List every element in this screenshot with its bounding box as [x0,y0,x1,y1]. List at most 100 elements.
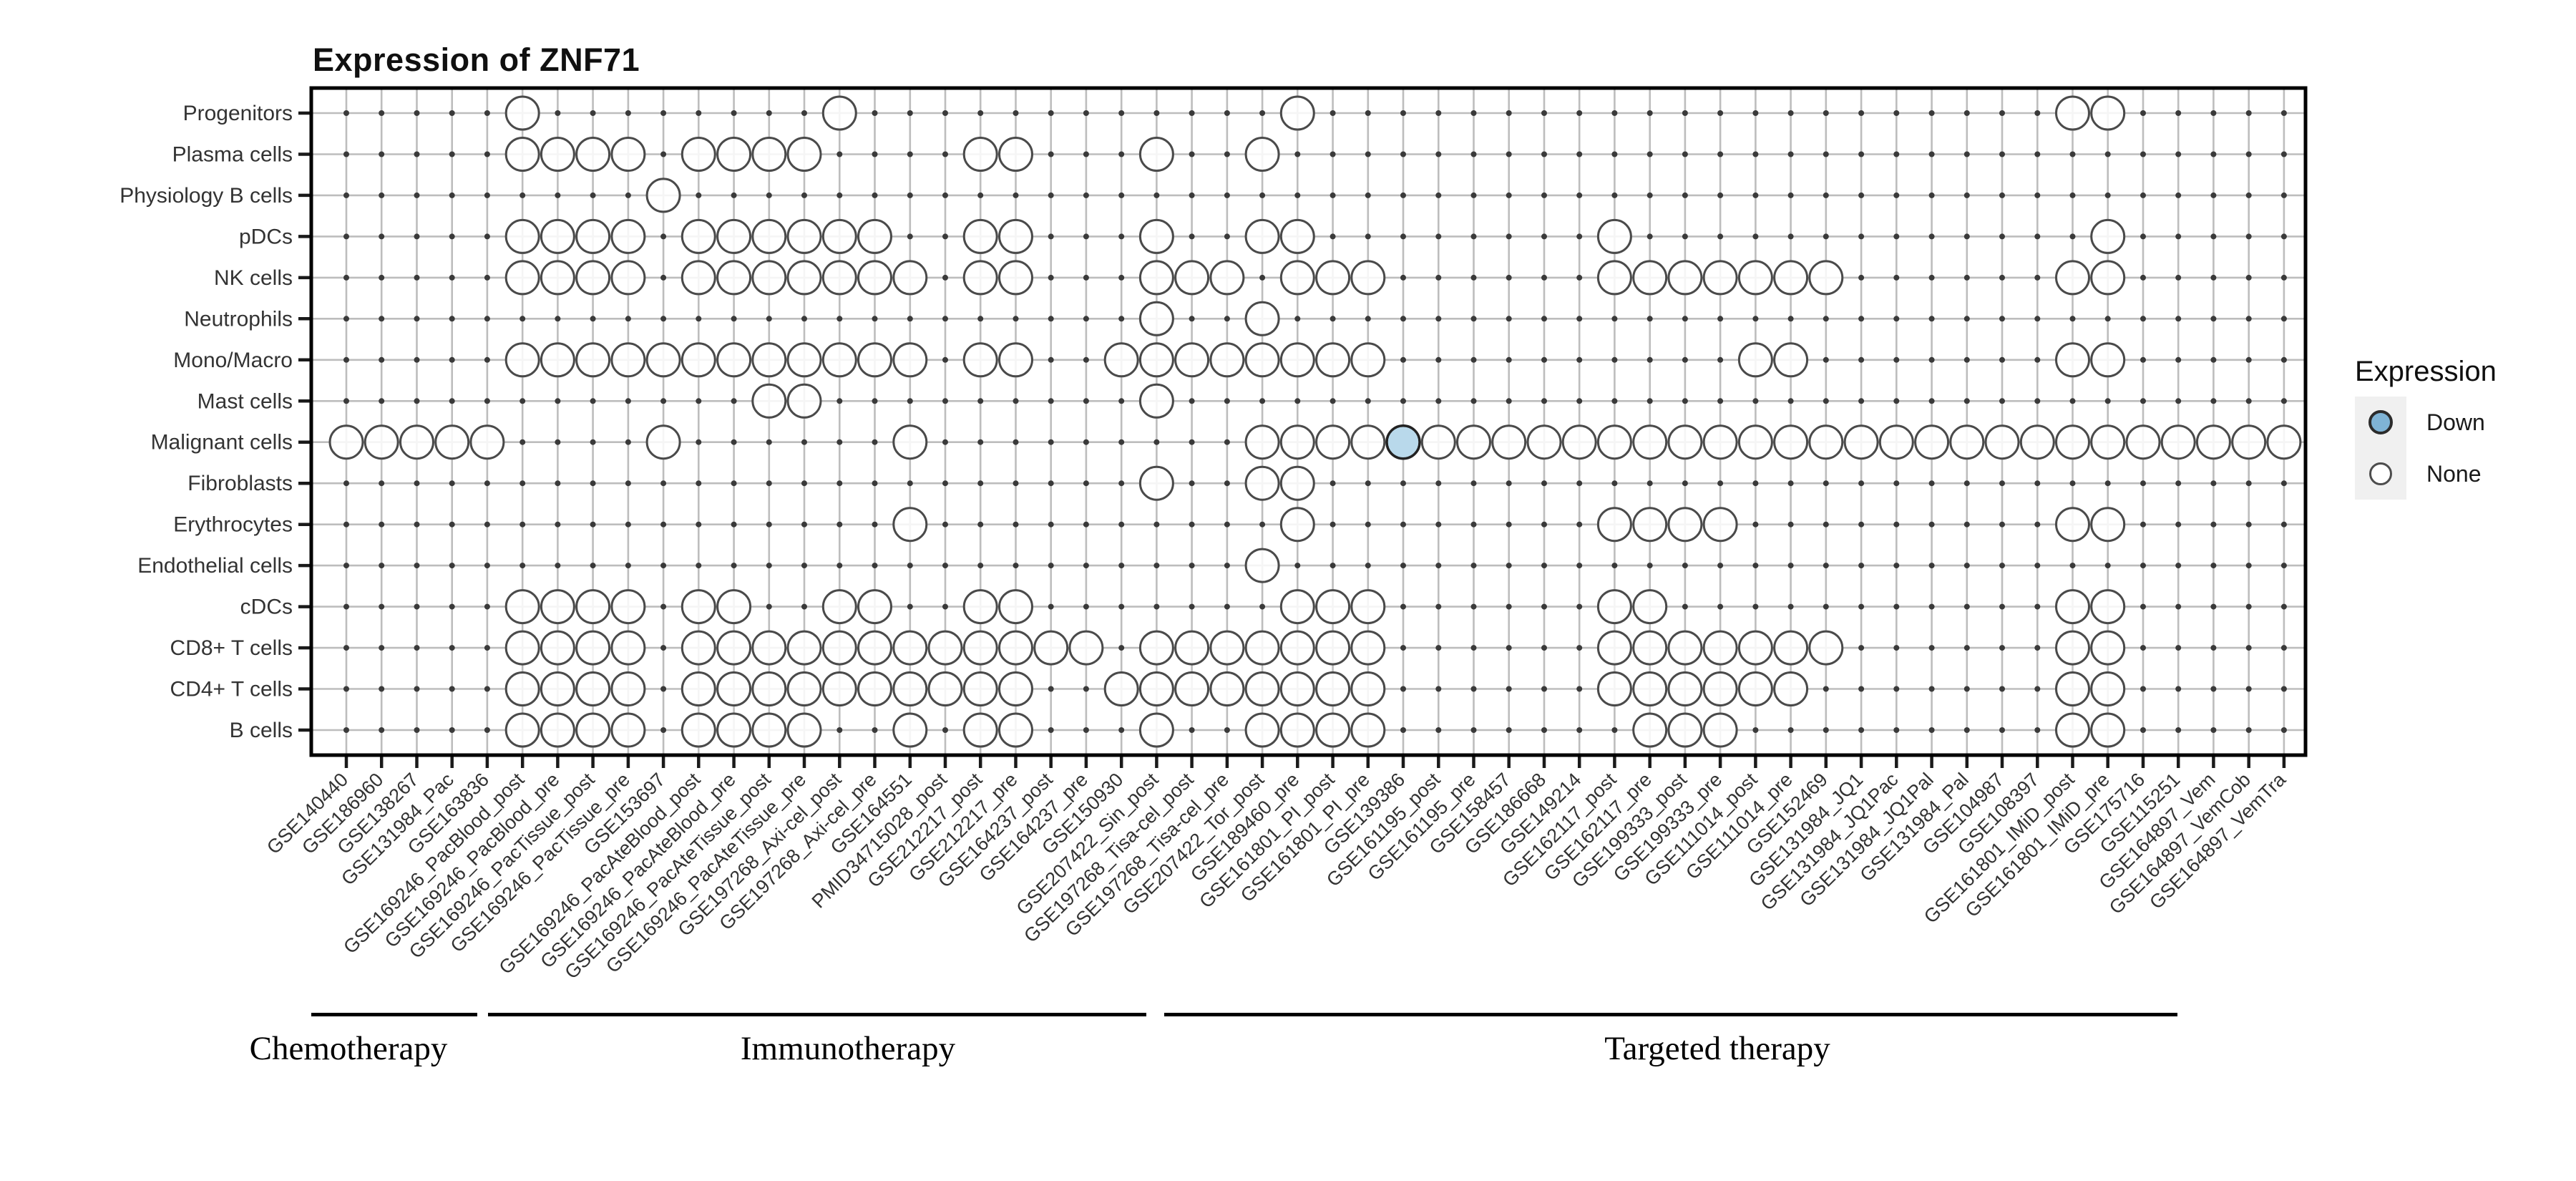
expression-dot-none [540,671,575,706]
grid-dot [1893,316,1900,322]
grid-dot [2140,356,2146,363]
grid-dot [1365,151,1371,157]
expression-dot-none [821,218,857,254]
grid-dot [484,645,490,651]
grid-dot [1963,603,1970,610]
grid-dot [2069,563,2076,569]
grid-dot [484,480,490,487]
grid-dot [1294,316,1301,322]
grid-dot [1999,110,2005,116]
grid-dot [1435,603,1442,610]
grid-dot [2280,151,2287,157]
grid-dot [696,316,702,322]
grid-dot [2280,110,2287,116]
expression-dot-none [927,630,963,666]
expression-dot-none [821,342,857,378]
grid-dot [1823,398,1829,404]
expression-dot-none [1596,424,1632,460]
grid-dot [1083,480,1089,487]
grid-dot [2034,686,2041,692]
grid-dot [2175,480,2182,487]
grid-dot [449,727,455,733]
grid-dot [1646,356,1653,363]
grid-dot [1611,727,1618,733]
grid-dot [1013,563,1019,569]
grid-dot [1189,727,1195,733]
grid-dot [2175,398,2182,404]
grid-dot [484,316,490,322]
grid-dot [1823,233,1829,240]
expression-dot-none [927,671,963,706]
grid-dot [1787,233,1794,240]
grid-dot [379,233,385,240]
grid-dot [1435,727,1442,733]
grid-dot [1541,686,1547,692]
expression-dot-none [328,424,364,460]
grid-dot [1330,233,1336,240]
grid-dot [449,110,455,116]
expression-dot-none [540,712,575,748]
grid-dot [2280,233,2287,240]
grid-dot [1963,316,1970,322]
grid-dot [2245,645,2252,651]
expression-dot-none [1702,507,1738,543]
grid-dot [343,356,349,363]
grid-dot [907,480,913,487]
grid-dot [1717,233,1724,240]
grid-dot [1928,192,1935,198]
grid-dot [1752,151,1759,157]
grid-dot [1470,233,1477,240]
legend-key-box [2355,397,2406,448]
grid-dot [379,316,385,322]
grid-dot [1576,110,1583,116]
grid-dot [1963,480,1970,487]
expression-dot-none [2090,342,2126,378]
expression-dot-none [857,260,892,296]
grid-dot [2069,192,2076,198]
grid-dot [1470,480,1477,487]
grid-dot [766,480,772,487]
grid-dot [1506,110,1512,116]
grid-dot [1717,356,1724,363]
grid-dot [1717,563,1724,569]
expression-dot-none [2090,630,2126,666]
grid-dot [942,316,948,322]
expression-dot-none [2231,424,2267,460]
grid-dot [2140,110,2146,116]
expression-dot-none [857,589,892,625]
grid-dot [1823,356,1829,363]
expression-dot-none [962,712,998,748]
y-axis-label: B cells [230,719,293,742]
grid-dot [2175,645,2182,651]
grid-dot [1294,192,1301,198]
grid-dot [590,192,596,198]
grid-dot [379,110,385,116]
grid-dot [1999,645,2005,651]
expression-dot-none [1350,589,1386,625]
expression-dot-none [434,424,470,460]
grid-dot [379,603,385,610]
grid-dot [1963,563,1970,569]
expression-dot-none [1138,137,1174,172]
expression-dot-none [751,383,787,419]
grid-dot [2210,233,2217,240]
grid-dot [1330,398,1336,404]
grid-dot [2280,398,2287,404]
expression-dot-none [2055,507,2090,543]
grid-dot [449,563,455,569]
expression-dot-none [716,260,752,296]
grid-dot [625,480,631,487]
grid-dot [1083,563,1089,569]
grid-dot [2034,480,2041,487]
expression-dot-none [998,137,1033,172]
grid-dot [1330,151,1336,157]
grid-dot [2034,521,2041,528]
legend-title: Expression [2355,356,2497,387]
grid-dot [1999,356,2005,363]
grid-dot [2210,686,2217,692]
expression-dot-none [1244,342,1280,378]
grid-dot [2210,727,2217,733]
grid-dot [2069,398,2076,404]
expression-dot-none [2090,260,2126,296]
grid-dot [379,521,385,528]
